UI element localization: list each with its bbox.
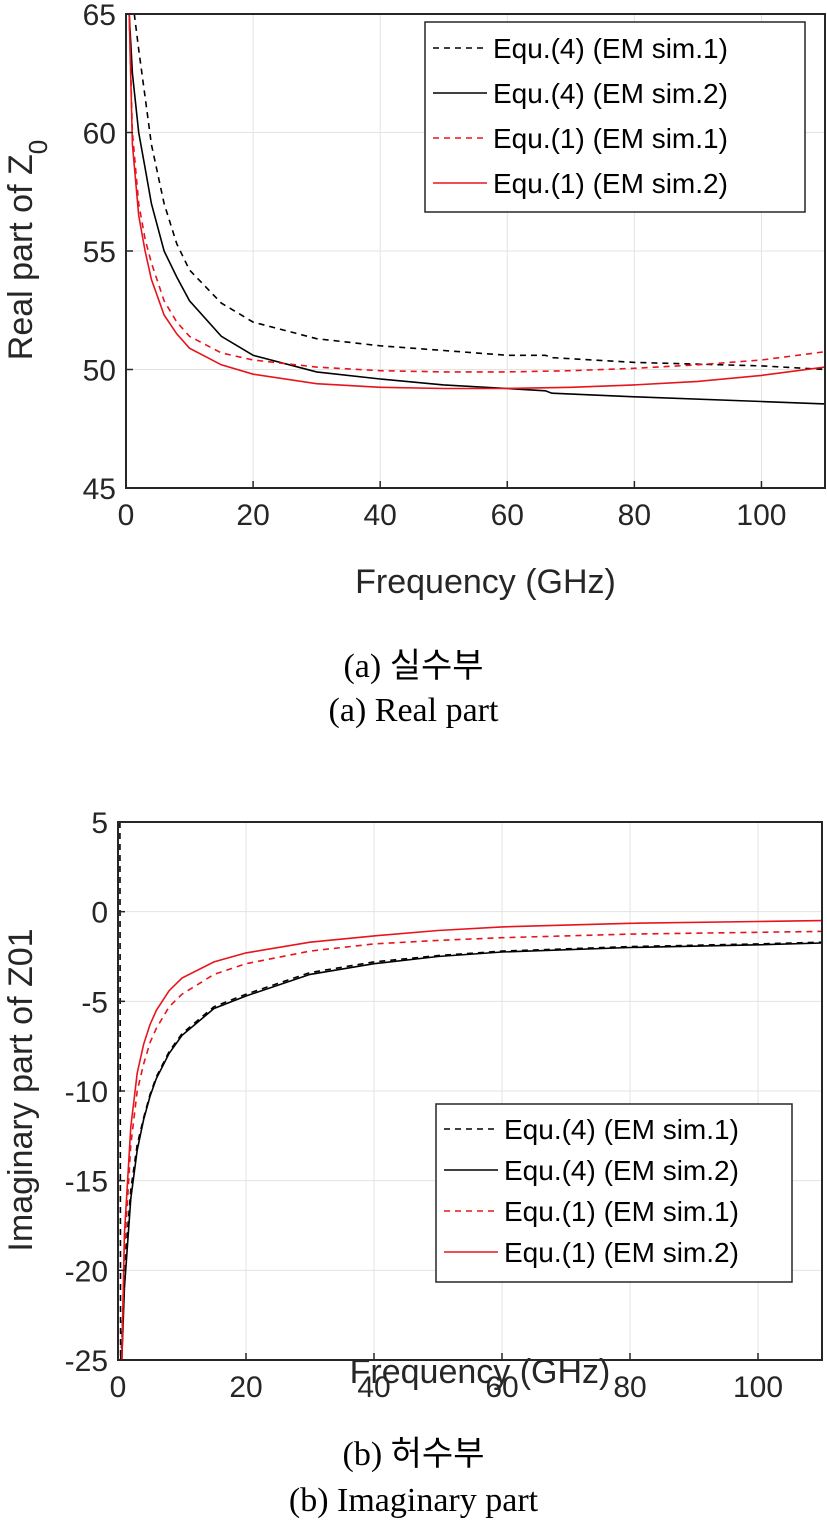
y-axis-label-subscript: 0 [23, 140, 53, 154]
y-axis-label: Imaginary part of Z01 [2, 928, 40, 1251]
x-axis-label: Frequency (GHz) [355, 563, 616, 601]
legend-label-3: Equ.(1) (EM sim.1) [493, 123, 728, 154]
caption-a-english: (a) Real part [328, 692, 499, 729]
caption-b-english: (b) Imaginary part [288, 1482, 539, 1519]
x-tick-label: 40 [363, 499, 396, 532]
y-tick-label: 0 [91, 897, 108, 930]
series-line-3 [128, 14, 825, 373]
series-line-2 [128, 14, 825, 405]
legend: Equ.(4) (EM sim.1) Equ.(4) (EM sim.2) Equ.… [435, 1103, 793, 1283]
caption-a-korean: (a) 실수부 [343, 648, 484, 685]
y-axis-label: Real part of Z0 [2, 140, 53, 360]
series-line-4 [121, 919, 822, 1360]
series-line-3 [121, 930, 822, 1360]
x-tick-label: 20 [229, 1371, 262, 1404]
y-tick-label: -25 [65, 1345, 108, 1378]
chart-real-part: 0 20 40 60 80 100 45 50 55 60 65 Frequency (GHz) Rea… [2, 0, 826, 601]
series-line-1 [133, 14, 825, 371]
legend-label-1: Equ.(4) (EM sim.1) [504, 1114, 739, 1145]
legend-box [424, 21, 806, 213]
y-tick-label: -10 [65, 1076, 108, 1109]
x-tick-label: 80 [613, 1371, 646, 1404]
y-tick-label: 45 [83, 473, 116, 506]
series-line-4 [128, 14, 825, 390]
x-tick-label: 80 [618, 499, 651, 532]
x-tick-label: 60 [485, 1371, 518, 1404]
x-axis-label: Frequency (GHz) [350, 1353, 611, 1391]
legend-label-3: Equ.(1) (EM sim.1) [504, 1196, 739, 1227]
y-tick-label: -5 [81, 986, 108, 1019]
series-line-1 [119, 822, 822, 1360]
x-tick-label: 60 [491, 499, 524, 532]
legend-label-4: Equ.(1) (EM sim.2) [493, 168, 728, 199]
x-tick-label: 0 [118, 499, 135, 532]
legend-label-2: Equ.(4) (EM sim.2) [493, 78, 728, 109]
y-tick-label: 60 [83, 118, 116, 151]
x-tick-label: 100 [736, 499, 786, 532]
x-tick-label: 0 [110, 1371, 127, 1404]
series-line-2 [121, 942, 822, 1360]
y-tick-label: -20 [65, 1255, 108, 1288]
y-tick-label: 50 [83, 355, 116, 388]
legend: Equ.(4) (EM sim.1) Equ.(4) (EM sim.2) Equ.… [424, 21, 806, 213]
x-tick-label: 20 [236, 499, 269, 532]
y-tick-label: -15 [65, 1166, 108, 1199]
y-tick-label: 65 [83, 0, 116, 32]
y-tick-label: 5 [91, 807, 108, 840]
y-tick-label: 55 [83, 236, 116, 269]
legend-label-4: Equ.(1) (EM sim.2) [504, 1237, 739, 1268]
legend-label-2: Equ.(4) (EM sim.2) [504, 1155, 739, 1186]
chart-imaginary-part: 0 20 40 60 80 100 -25 -20 -15 -10 -5 0 5 Frequency (G… [2, 807, 823, 1404]
x-tick-label: 100 [733, 1371, 783, 1404]
x-tick-label: 40 [357, 1371, 390, 1404]
legend-label-1: Equ.(4) (EM sim.1) [493, 33, 728, 64]
caption-b-korean: (b) 허수부 [342, 1436, 485, 1473]
